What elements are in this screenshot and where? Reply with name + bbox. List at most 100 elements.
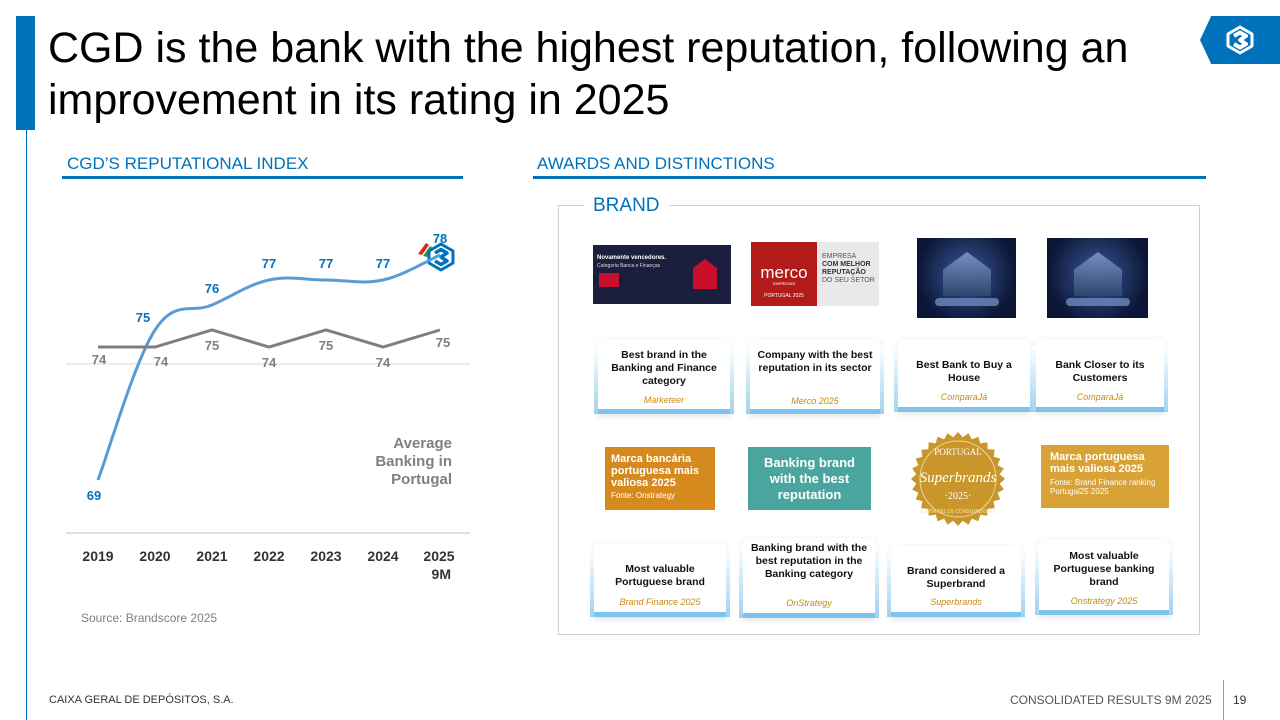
merco-claim-4: DO SEU SETOR (822, 277, 875, 284)
award-card-source: OnStrategy (786, 598, 832, 608)
merco-sub: EMPRESAS (772, 281, 796, 286)
award-card-source: Marketeer (643, 395, 685, 405)
best-reputation-text: Banking brand with the best reputation (763, 454, 855, 502)
trophy-base (1066, 298, 1130, 306)
award-card-comparaja-house: Best Bank to Buy a House ComparaJá (894, 340, 1034, 412)
marketeer-trophy-shape (693, 259, 717, 289)
x-tick-label: 2022 (253, 548, 284, 564)
cgd-logo-icon (1226, 25, 1254, 55)
comparaja-trophy-image-1 (917, 238, 1016, 318)
x-tick-label: 2024 (367, 548, 398, 564)
x-tick-label-line: 2019 (82, 548, 113, 564)
data-label-cgd: 77 (376, 256, 390, 271)
merco-name: merco (760, 263, 808, 282)
award-card-title: Most valuable Portuguese banking brand (1053, 550, 1155, 588)
left-margin-rule (26, 130, 27, 720)
data-label-cgd: 75 (136, 310, 150, 325)
best-reputation-tile: Banking brand with the best reputation (748, 447, 871, 510)
data-label-average: 74 (154, 354, 169, 369)
merco-claim-2: COM MELHOR (822, 261, 871, 268)
labels-group: 69 75 76 77 77 77 78 74 74 75 74 75 74 75 (87, 231, 450, 503)
x-tick-label: 2019 (82, 548, 113, 564)
data-label-cgd: 77 (262, 256, 276, 271)
footer-report-title: CONSOLIDATED RESULTS 9M 2025 (1010, 693, 1212, 707)
data-label-average: 75 (436, 335, 450, 350)
data-label-average: 74 (376, 355, 391, 370)
x-tick-label: 2023 (310, 548, 341, 564)
merco-claim: EMPRESA COM MELHOR REPUTAÇÃO DO SEU SETO… (822, 253, 875, 285)
awards-rule (533, 176, 1206, 179)
superbrands-year: ·2025· (945, 491, 972, 502)
marketeer-badge (599, 273, 619, 287)
data-label-cgd: 77 (319, 256, 333, 271)
award-card-title: Most valuable Portuguese brand (615, 563, 705, 588)
slide-title: CGD is the bank with the highest reputat… (48, 24, 1129, 124)
cgd-logo-icon (418, 242, 455, 272)
x-tick-label: 2021 (196, 548, 227, 564)
footer-company: CAIXA GERAL DE DEPÓSITOS, S.A. (49, 694, 234, 706)
x-tick-label-line: 2025 (423, 548, 454, 564)
superbrands-ring-text: ELEITA PELOS CONSUMIDORES (919, 509, 997, 515)
reputational-index-rule (62, 176, 463, 179)
seal-inner-ring (919, 440, 997, 518)
onstrategy-text: Marca bancária portuguesa mais valiosa 2… (611, 453, 700, 489)
house-trophy-shape (943, 252, 991, 296)
reputational-index-heading: CGD’S REPUTATIONAL INDEX (67, 154, 309, 173)
x-tick-label-line: 2020 (139, 548, 170, 564)
superbrands-top: PORTUGAL (934, 447, 981, 457)
merco-award-image: merco EMPRESAS PORTUGAL 2025 EMPRESA COM… (751, 242, 879, 306)
x-tick-label-line: 2022 (253, 548, 284, 564)
brand-awards-panel (558, 205, 1200, 635)
award-card-title: Brand considered a Superbrand (906, 565, 1006, 590)
x-tick-labels: 2019 2020 2021 2022 2023 2024 2025 9M (82, 548, 454, 582)
award-card-source: ComparaJá (940, 392, 988, 402)
title-accent-bar (16, 16, 35, 130)
award-card-title: Banking brand with the best reputation i… (750, 542, 868, 580)
chart-source: Source: Brandscore 2025 (81, 611, 218, 625)
brand-finance-text: Marca portuguesa mais valiosa 2025 (1050, 451, 1145, 475)
x-tick-label-line: 2021 (196, 548, 227, 564)
award-card-onstrategy-banking: Most valuable Portuguese banking brand O… (1035, 540, 1173, 615)
award-card-source: ComparaJá (1076, 392, 1124, 402)
award-card-marketeer: Best brand in the Banking and Finance ca… (594, 340, 734, 414)
data-label-cgd: 69 (87, 488, 101, 503)
award-card-superbrands: Brand considered a Superbrand Superbrand… (887, 545, 1025, 617)
reputational-index-chart: 69 75 76 77 77 77 78 74 74 75 74 75 74 75 2019 2020 202… (66, 231, 470, 582)
trophy-base (935, 298, 999, 306)
merco-year: PORTUGAL 2025 (764, 293, 804, 299)
footer-divider (1223, 680, 1224, 720)
x-tick-label: 2020 (139, 548, 170, 564)
award-card-onstrategy-reputation: Banking brand with the best reputation i… (739, 538, 879, 618)
data-label-cgd: 76 (205, 281, 219, 296)
award-card-source: Brand Finance 2025 (619, 597, 701, 607)
award-card-title: Bank Closer to its Customers (1055, 359, 1145, 384)
onstrategy-award-image: Marca bancária portuguesa mais valiosa 2… (605, 447, 715, 510)
superbrands-name: Superbrands (920, 470, 997, 486)
average-series-name-line: Portugal (391, 471, 452, 488)
award-card-brand-finance: Most valuable Portuguese brand Brand Fin… (590, 543, 730, 617)
merco-claim-3: REPUTAÇÃO (822, 269, 866, 276)
marketeer-text-2: Categoria Banca e Finanças (597, 263, 661, 269)
award-card-source: Superbrands (930, 597, 982, 607)
series-group (96, 253, 441, 481)
average-series-name-line: Average (393, 435, 452, 452)
data-label-cgd: 78 (433, 231, 447, 246)
house-trophy-shape (1074, 252, 1122, 296)
onstrategy-source: Fonte: Onstrategy (611, 491, 676, 500)
average-series-name-line: Banking in (375, 453, 452, 470)
brand-finance-source: Fonte: Brand Finance ranking Portugal25 … (1050, 478, 1156, 496)
average-series-name: Average Banking in Portugal (375, 435, 452, 488)
superbrands-seal-shape (911, 432, 1005, 526)
award-card-source: Merco 2025 (791, 396, 839, 406)
marketeer-text-1: Novamente vencedores. (597, 255, 667, 261)
x-tick-label-line: 2024 (367, 548, 398, 564)
data-label-average: 74 (92, 352, 107, 367)
award-card-merco: Company with the best reputation in its … (746, 340, 884, 414)
data-label-average: 74 (262, 355, 277, 370)
comparaja-trophy-image-2 (1047, 238, 1148, 318)
x-tick-label: 2025 9M (423, 548, 454, 582)
series-line-cgd (96, 253, 441, 481)
merco-claim-1: EMPRESA (822, 253, 857, 260)
merco-red-block: merco EMPRESAS PORTUGAL 2025 (751, 242, 817, 306)
awards-heading: AWARDS AND DISTINCTIONS (537, 154, 775, 173)
